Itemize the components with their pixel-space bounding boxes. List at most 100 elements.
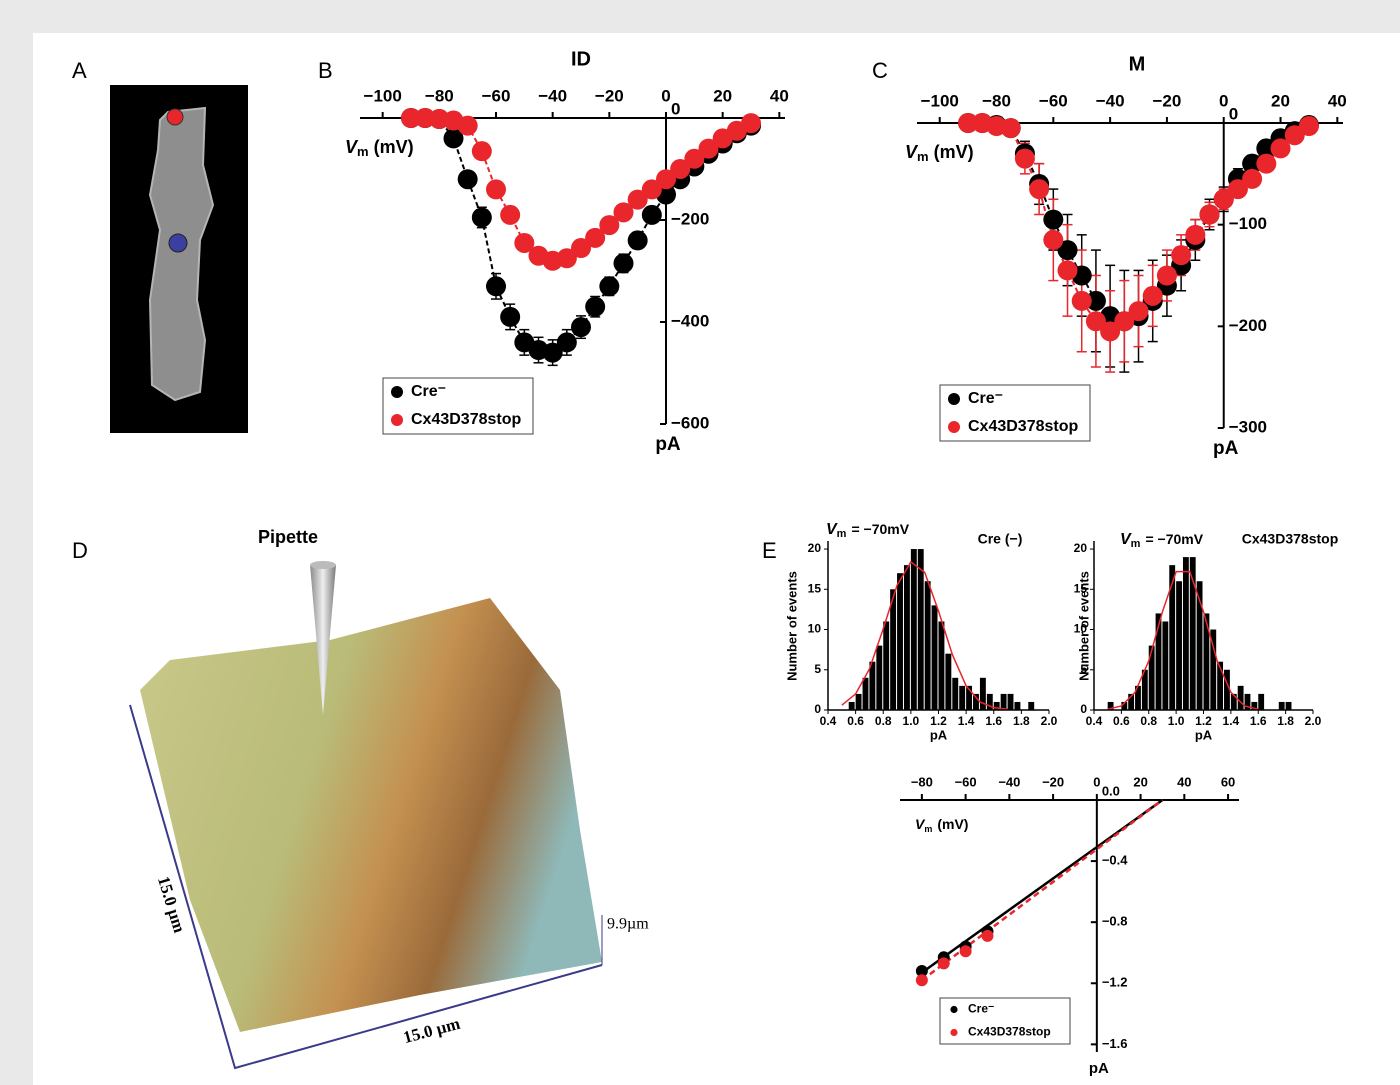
y-tick-label: −200 (1229, 316, 1267, 335)
y-tick-label: 0.0 (1102, 783, 1120, 798)
annotation-var: V (1120, 531, 1132, 548)
data-point (1213, 189, 1234, 210)
axis-label-var: V (345, 137, 359, 157)
data-point (1185, 224, 1206, 245)
x-tick-label: 1.6 (985, 714, 1002, 728)
annotation-rest: = −70mV (851, 521, 909, 537)
data-point (1057, 260, 1078, 281)
data-point (641, 204, 662, 225)
data-point (556, 248, 577, 269)
histogram-bar (903, 565, 910, 710)
legend-marker (948, 421, 960, 433)
x-tick-label: 0.6 (847, 714, 864, 728)
data-point (1085, 290, 1106, 311)
axis-label: Vm (mV) (915, 816, 968, 835)
x-tick-label: 1.2 (930, 714, 947, 728)
x-tick-label: −20 (1152, 91, 1181, 110)
x-tick-label: 0.8 (875, 714, 892, 728)
histogram-bar (1224, 669, 1230, 710)
data-point (915, 974, 928, 987)
y-tick-label: −0.4 (1102, 853, 1128, 868)
x-tick-label: −20 (595, 86, 624, 105)
legend-label: Cx43D378stop (411, 411, 522, 428)
histogram-bar (1007, 693, 1014, 710)
pipette-label: Pipette (258, 527, 318, 547)
data-point (1043, 209, 1064, 230)
data-point (981, 929, 994, 942)
legend-box (939, 997, 1071, 1045)
y-tick-label: −400 (671, 311, 709, 330)
histogram-bar (1155, 613, 1162, 710)
data-point (959, 945, 972, 958)
y-axis-label: pA (1089, 1060, 1109, 1077)
panel-label: D (72, 538, 88, 563)
x-tick-label: 1.8 (1277, 714, 1294, 728)
axis-label-sub: m (917, 149, 929, 164)
legend-marker (950, 1005, 958, 1014)
data-point (1100, 321, 1121, 342)
histogram-bar (1121, 701, 1128, 710)
data-point (1199, 204, 1220, 225)
x-tick-label: −20 (1042, 774, 1064, 789)
data-point (656, 169, 676, 190)
x-tick-label: 20 (1133, 774, 1147, 789)
histogram-bar (945, 653, 952, 710)
x-tick-label: −60 (1039, 91, 1068, 110)
legend-label: Cre⁻ (968, 1002, 994, 1016)
x-tick-label: 1.8 (1013, 714, 1030, 728)
x-tick-label: −100 (364, 86, 402, 105)
x-tick-label: 1.4 (1223, 714, 1240, 728)
data-point (741, 113, 761, 134)
histogram-bar (876, 645, 883, 710)
x-tick-label: −40 (998, 774, 1020, 789)
x-tick-label: 1.4 (958, 714, 975, 728)
data-point (599, 276, 620, 297)
axis-label-sub: m (924, 824, 932, 834)
data-point (1298, 116, 1319, 137)
histogram-bar (1251, 701, 1258, 710)
y-axis-label: pA (1213, 438, 1239, 459)
histogram-bar (1141, 669, 1148, 710)
data-point (1014, 148, 1035, 169)
x-tick-label: −80 (982, 91, 1011, 110)
data-point (915, 965, 928, 978)
x-tick-label: 0 (1093, 774, 1100, 789)
legend-box (382, 377, 534, 435)
chart-title: M (1129, 53, 1146, 75)
histogram-bar (1244, 693, 1251, 710)
histogram-bar (986, 693, 993, 710)
data-point (670, 159, 691, 179)
histogram-bar (1189, 557, 1196, 710)
histogram-bar (1230, 693, 1237, 710)
annotation: Vm = −70mV (1120, 531, 1204, 550)
y-tick-label: 10 (808, 622, 822, 636)
data-point (401, 108, 421, 128)
data-point (514, 232, 535, 253)
panel-label: E (762, 538, 777, 563)
y-tick-label: −100 (1229, 214, 1267, 233)
histogram-bar (959, 685, 966, 710)
data-point (1242, 168, 1263, 189)
data-point (457, 169, 478, 190)
y-tick-label: 10 (1074, 622, 1088, 636)
data-point (585, 296, 606, 317)
histogram-bar (924, 581, 931, 710)
x-axis-label: pA (1195, 727, 1213, 742)
chart-title: Cx43D378stop (1242, 531, 1339, 547)
y-tick-label: −1.6 (1102, 1036, 1128, 1051)
histogram-bar (883, 621, 890, 710)
legend-label: Cre⁻ (968, 390, 1003, 407)
panel-label: A (72, 58, 87, 83)
histogram-bar (917, 549, 924, 710)
histogram-bar (1285, 701, 1292, 710)
histogram-bar (1278, 701, 1285, 710)
afm-height-label: 9.9µm (607, 916, 649, 933)
histogram-bar (966, 685, 973, 710)
histogram-bar (1203, 613, 1210, 710)
x-tick-label: −80 (425, 86, 454, 105)
y-tick-label: 0 (814, 702, 821, 716)
histogram-bar (973, 693, 979, 710)
x-tick-label: 0.6 (1113, 714, 1130, 728)
annotation: Vm = −70mV (826, 521, 910, 540)
